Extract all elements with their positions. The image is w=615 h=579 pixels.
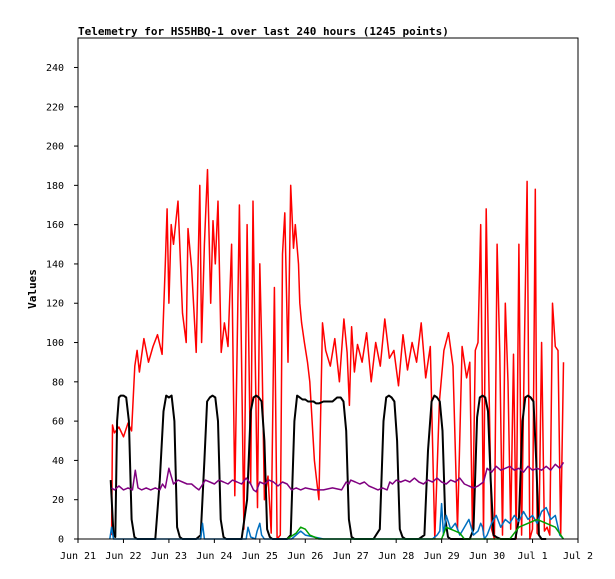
y-tick-label-0: 0 <box>58 535 64 546</box>
x-tick-label-11: Jul 2 <box>563 551 593 562</box>
y-axis: 0 20 40 60 80 100 120 140 160 180 200 220 240 <box>46 63 78 546</box>
y-tick-label-10: 200 <box>46 142 64 153</box>
y-tick-label-8: 160 <box>46 220 64 231</box>
x-tick-label-10: Jul 1 <box>517 551 547 562</box>
y-tick-label-6: 120 <box>46 299 64 310</box>
x-tick-label-8: Jun 29 <box>424 551 460 562</box>
x-tick-label-4: Jun 25 <box>242 551 278 562</box>
x-tick-label-1: Jun 22 <box>105 551 141 562</box>
x-tick-label-7: Jun 28 <box>378 551 414 562</box>
plot-frame <box>77 37 579 540</box>
series-line-2 <box>111 462 565 493</box>
x-tick-label-2: Jun 23 <box>151 551 187 562</box>
chart-title: Telemetry for HS5HBQ-1 over last 240 hou… <box>78 25 449 38</box>
y-tick-label-4: 80 <box>52 377 64 388</box>
series-line-4 <box>286 518 565 540</box>
y-tick-label-3: 60 <box>52 417 64 428</box>
y-tick-label-1: 20 <box>52 495 64 506</box>
series-line-0 <box>110 168 565 540</box>
y-tick-label-11: 220 <box>46 102 64 113</box>
x-tick-label-0: Jun 21 <box>60 551 96 562</box>
y-tick-label-12: 240 <box>46 63 64 74</box>
y-tick-label-7: 140 <box>46 259 64 270</box>
y-tick-label-2: 40 <box>52 456 64 467</box>
x-axis: Jun 21 Jun 22 Jun 23 Jun 24 Jun 25 Jun 26 Jun … <box>60 539 593 562</box>
y-axis-label: Values <box>26 269 39 309</box>
x-tick-label-5: Jun 26 <box>287 551 323 562</box>
x-tick-label-6: Jun 27 <box>333 551 369 562</box>
y-tick-label-5: 100 <box>46 338 64 349</box>
series-line-1 <box>109 394 547 540</box>
x-tick-label-3: Jun 24 <box>196 551 232 562</box>
series-layer <box>109 168 565 540</box>
y-tick-label-9: 180 <box>46 181 64 192</box>
x-tick-label-9: Jun 30 <box>469 551 505 562</box>
